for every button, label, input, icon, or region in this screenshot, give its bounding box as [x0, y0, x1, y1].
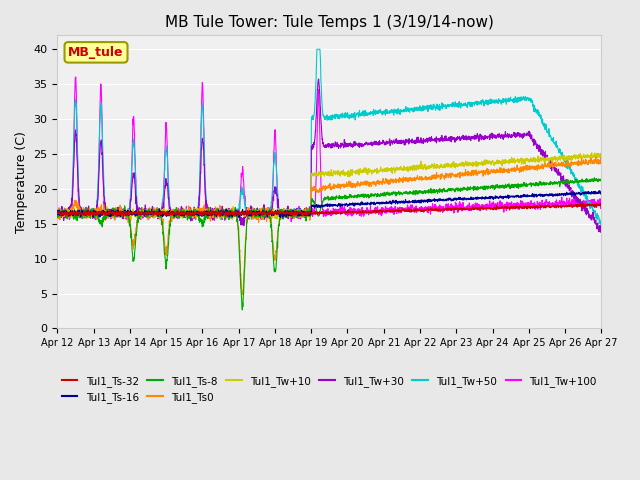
- Text: MB_tule: MB_tule: [68, 46, 124, 59]
- Legend: Tul1_Ts-32, Tul1_Ts-16, Tul1_Ts-8, Tul1_Ts0, Tul1_Tw+10, Tul1_Tw+30, Tul1_Tw+50,: Tul1_Ts-32, Tul1_Ts-16, Tul1_Ts-8, Tul1_…: [58, 372, 601, 407]
- Title: MB Tule Tower: Tule Temps 1 (3/19/14-now): MB Tule Tower: Tule Temps 1 (3/19/14-now…: [165, 15, 494, 30]
- Y-axis label: Temperature (C): Temperature (C): [15, 131, 28, 233]
